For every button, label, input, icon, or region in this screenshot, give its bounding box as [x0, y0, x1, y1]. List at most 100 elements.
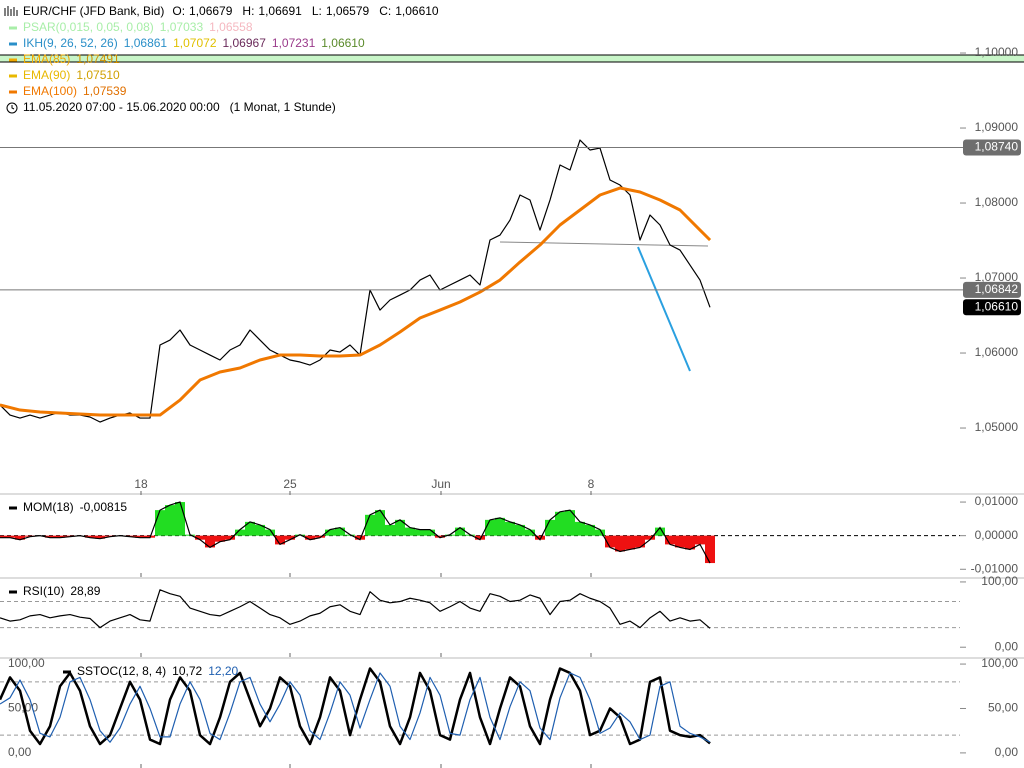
last-label: 1,06610	[975, 299, 1019, 313]
y-tick-label: 1,06000	[975, 345, 1019, 359]
trend-line	[499, 241, 709, 247]
mom-bar	[515, 524, 525, 536]
mom-bar	[335, 527, 345, 536]
legend-reading: 1,06558	[209, 20, 253, 34]
y-tick-label-left: 0,00	[8, 745, 32, 759]
level-box	[963, 139, 1021, 156]
mom-bar	[665, 535, 675, 545]
x-tick-label: 8	[588, 477, 595, 491]
y-tick-label-left: 100,00	[8, 656, 45, 670]
mom-bar	[615, 535, 625, 552]
mom-bar	[155, 510, 165, 536]
mom-bar	[135, 535, 145, 538]
mom-bar	[625, 535, 635, 550]
y-tick-label: 0,01000	[975, 494, 1019, 508]
indicator-reading: -0,00815	[80, 500, 128, 514]
indicator-reading: 10,72	[172, 664, 202, 678]
series-line	[0, 589, 711, 629]
mom-bar	[5, 535, 15, 538]
mom-bar	[255, 524, 265, 536]
mom-bar	[535, 535, 545, 540]
quote-value: 1,06579	[326, 4, 370, 18]
mom-bar	[285, 535, 295, 540]
x-tick-label: Jun	[431, 477, 450, 491]
mom-bar	[435, 535, 445, 538]
mom-bar	[395, 519, 405, 536]
mom-bar	[55, 535, 65, 538]
mom-bar	[565, 510, 575, 536]
level-box	[963, 281, 1021, 298]
mom-bar	[165, 505, 175, 536]
y-tick-label: 1,07000	[975, 270, 1019, 284]
quote-label: C:	[379, 4, 391, 18]
mom-bar	[405, 527, 415, 536]
resolution: (1 Monat, 1 Stunde)	[230, 100, 336, 114]
mom-bar	[205, 535, 215, 548]
mom-bar	[545, 519, 555, 536]
series-line	[0, 667, 711, 746]
period: 11.05.2020 07:00 - 15.06.2020 00:00	[23, 100, 220, 114]
y-tick-label: 1,08000	[975, 195, 1019, 209]
indicator-reading: 12,20	[208, 664, 238, 678]
indicator-title: RSI(10)	[23, 584, 64, 598]
series-line	[0, 672, 711, 743]
level-label: 1,08740	[975, 140, 1019, 154]
mom-bar	[575, 521, 585, 536]
series-line	[0, 186, 712, 417]
y-tick-label: 0,00	[995, 639, 1019, 653]
mom-bar	[95, 535, 105, 539]
mom-bar	[425, 529, 435, 536]
mom-bar	[685, 535, 695, 550]
mom-bar	[175, 502, 185, 536]
mom-bar	[525, 529, 535, 536]
series-line	[0, 187, 711, 417]
mom-bar	[595, 529, 605, 536]
legend-name: IKH(9, 26, 52, 26)	[23, 36, 118, 50]
mom-bar	[705, 535, 715, 564]
quote-value: 1,06679	[189, 4, 233, 18]
indicator-title: SSTOC(12, 8, 4)	[77, 664, 166, 678]
legend-reading: 1,07231	[272, 36, 316, 50]
y-tick-label: 0,00000	[975, 528, 1019, 542]
x-tick-label: 25	[283, 477, 297, 491]
quote-label: L:	[312, 4, 322, 18]
mom-bar	[15, 535, 25, 540]
quote-value: 1,06691	[258, 4, 302, 18]
clock-hand	[11, 105, 15, 110]
indicator-title: MOM(18)	[23, 500, 74, 514]
quote-value: 1,06610	[395, 4, 439, 18]
y-tick-label: 100,00	[981, 574, 1018, 588]
series-line	[0, 187, 711, 417]
mom-bar	[635, 535, 645, 548]
y-tick-label: 1,10000	[975, 45, 1019, 59]
level-label: 1,06842	[975, 282, 1019, 296]
mom-bar	[275, 535, 285, 545]
mom-bar	[235, 529, 245, 536]
trend-line	[637, 246, 691, 372]
mom-bar	[265, 529, 275, 536]
top-band	[0, 55, 1024, 62]
mom-bar	[225, 535, 235, 540]
mom-bar	[475, 535, 485, 540]
legend-reading: 1,06610	[321, 36, 365, 50]
y-tick-label: 0,00	[995, 745, 1019, 759]
mom-bar	[455, 527, 465, 536]
legend-name: EMA(85)	[23, 52, 70, 66]
y-tick-label: 1,09000	[975, 120, 1019, 134]
legend-reading: 1,07033	[160, 20, 204, 34]
mom-bar	[415, 529, 425, 536]
chart-title: EUR/CHF (JFD Bank, Bid)	[23, 4, 164, 18]
legend-reading: 1,06861	[124, 36, 168, 50]
quote-label: O:	[172, 4, 185, 18]
mom-bar	[385, 524, 395, 536]
mom-bar	[655, 527, 665, 536]
mom-bar	[215, 535, 225, 542]
mom-bar	[375, 510, 385, 536]
y-tick-label: 1,05000	[975, 420, 1019, 434]
mom-bar	[305, 535, 315, 540]
legend-reading: 1,07072	[173, 36, 217, 50]
y-tick-label: 100,00	[981, 656, 1018, 670]
y-tick-label: -0,01000	[971, 561, 1019, 575]
mom-line	[0, 501, 711, 564]
